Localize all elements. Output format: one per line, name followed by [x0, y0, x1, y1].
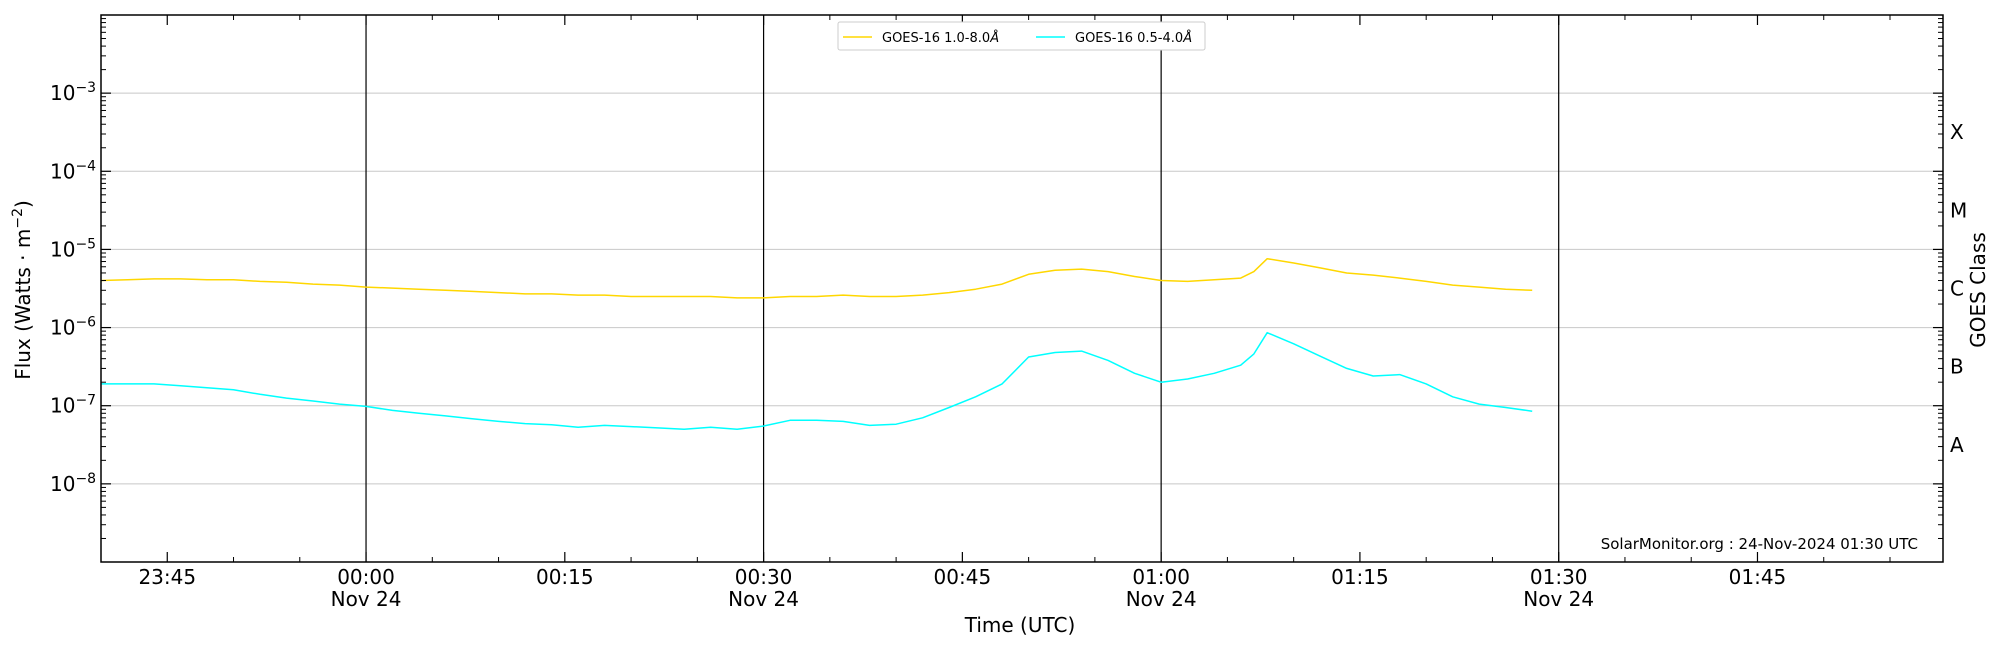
- goes-class-label: C: [1950, 277, 1964, 301]
- y-tick-label-base: 10: [50, 316, 75, 340]
- legend-label-goes-16-05-4: GOES-16 0.5-4.0Å: [1075, 30, 1192, 46]
- goes-class-label: A: [1950, 433, 1964, 457]
- credit-text: SolarMonitor.org : 24-Nov-2024 01:30 UTC: [1601, 535, 1918, 553]
- y-tick-label-exponent: −5: [75, 236, 96, 252]
- y-tick-label-exponent: −8: [75, 471, 96, 487]
- legend-box: [837, 21, 1206, 51]
- x-tick-sublabel: Nov 24: [1126, 587, 1197, 611]
- legend-label-goes-16-1-8-unit: Å: [989, 30, 999, 46]
- x-tick-label: 00:15: [536, 565, 594, 589]
- goes-class-labels-layer: A B C M X: [1950, 120, 1967, 457]
- y-tick-label-base: 10: [50, 472, 75, 496]
- vertical-lines-layer: [365, 15, 1560, 562]
- y-tick-label: 10−7: [50, 393, 96, 418]
- x-tick-sublabel: Nov 24: [1523, 587, 1594, 611]
- legend-label-goes-16-05-4-unit: Å: [1182, 30, 1192, 46]
- series-line-goes-16-05-4: [101, 331, 1533, 430]
- goes-class-axis-label: GOES Class: [1966, 232, 1990, 348]
- x-tick-label: 23:45: [138, 565, 196, 589]
- y-tick-label: 10−5: [50, 236, 96, 261]
- y-tick-label-base: 10: [50, 159, 75, 183]
- x-tick-label: 01:15: [1331, 565, 1389, 589]
- series-line-goes-16-1-8: [100, 257, 1533, 299]
- x-tick-sublabel: Nov 24: [331, 587, 402, 611]
- y-tick-label-exponent: −3: [75, 80, 96, 96]
- y-tick-label-base: 10: [50, 237, 75, 261]
- x-tick-sublabel: Nov 24: [728, 587, 799, 611]
- x-tick-label: 00:45: [934, 565, 992, 589]
- legend-label-goes-16-1-8-name: GOES-16 1.0-8.0: [882, 31, 990, 46]
- x-tick-label: 01:30: [1530, 565, 1588, 589]
- x-tick-label: 00:00: [337, 565, 395, 589]
- x-tick-label: 01:45: [1729, 565, 1787, 589]
- x-axis-label: Time (UTC): [964, 613, 1076, 637]
- x-tick-label: 01:00: [1132, 565, 1190, 589]
- y-tick-label-exponent: −7: [75, 393, 96, 409]
- y-axis-label-main: Flux (Watts · m: [11, 229, 35, 380]
- x-tick-label: 00:30: [735, 565, 793, 589]
- y-tick-label-exponent: −4: [75, 158, 96, 174]
- y-tick-label: 10−3: [50, 80, 96, 105]
- legend-label-goes-16-05-4-name: GOES-16 0.5-4.0: [1075, 31, 1183, 46]
- y-ticks-layer: 10−810−710−610−510−410−3: [50, 18, 1943, 539]
- legend: GOES-16 1.0-8.0Å GOES-16 0.5-4.0Å: [837, 21, 1206, 51]
- y-tick-label-base: 10: [50, 81, 75, 105]
- y-tick-label: 10−8: [50, 471, 96, 496]
- y-axis-label-close: ): [11, 200, 35, 208]
- grid-layer: [101, 92, 1943, 485]
- series-layer: [100, 257, 1533, 430]
- y-tick-label-exponent: −6: [75, 315, 96, 331]
- plot-frame: [100, 14, 1944, 563]
- y-axis-label-exponent: −2: [10, 208, 26, 229]
- goes-class-label: B: [1950, 355, 1964, 379]
- y-tick-label: 10−6: [50, 315, 96, 340]
- y-tick-label-base: 10: [50, 394, 75, 418]
- goes-class-label: M: [1950, 198, 1967, 222]
- legend-label-goes-16-1-8: GOES-16 1.0-8.0Å: [882, 30, 999, 46]
- goes-class-label: X: [1950, 120, 1964, 144]
- y-tick-label: 10−4: [50, 158, 96, 183]
- y-axis-label: Flux (Watts · m−2): [10, 200, 35, 380]
